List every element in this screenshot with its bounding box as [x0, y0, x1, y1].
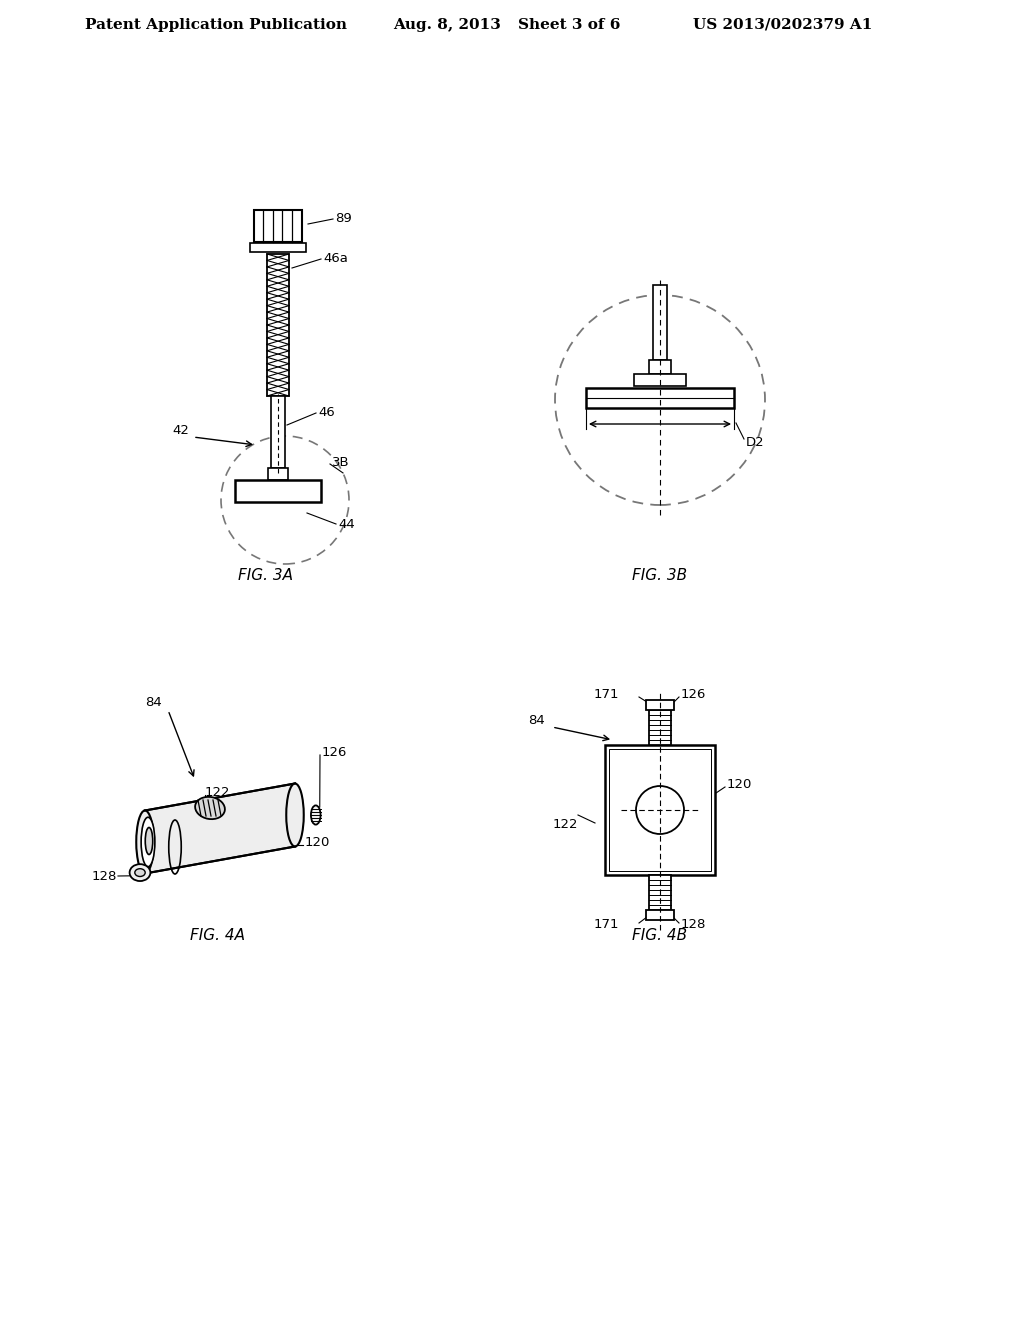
Bar: [254, 210, 302, 242]
Text: 122: 122: [553, 818, 579, 832]
Bar: [234, 480, 321, 502]
Ellipse shape: [145, 828, 153, 854]
Bar: [267, 253, 289, 396]
Text: FIG. 3A: FIG. 3A: [238, 568, 293, 582]
Bar: [250, 243, 306, 252]
Text: 126: 126: [322, 747, 347, 759]
Text: 3B: 3B: [332, 455, 349, 469]
Text: 126: 126: [681, 689, 707, 701]
Bar: [646, 909, 674, 920]
Bar: [271, 396, 285, 469]
Text: FIG. 4A: FIG. 4A: [190, 928, 246, 942]
Text: 128: 128: [92, 870, 118, 883]
Bar: [649, 360, 671, 374]
Bar: [649, 710, 671, 744]
Ellipse shape: [136, 810, 154, 874]
Text: Aug. 8, 2013: Aug. 8, 2013: [393, 18, 501, 32]
Text: Sheet 3 of 6: Sheet 3 of 6: [518, 18, 621, 32]
Text: 46a: 46a: [323, 252, 348, 264]
Bar: [653, 285, 667, 360]
Polygon shape: [145, 784, 295, 874]
Text: 89: 89: [335, 211, 352, 224]
Text: 46: 46: [318, 405, 335, 418]
Ellipse shape: [135, 869, 145, 876]
Text: 84: 84: [528, 714, 545, 726]
Text: 44: 44: [338, 519, 354, 532]
Text: 171: 171: [594, 689, 620, 701]
Text: 128: 128: [681, 919, 707, 932]
Text: 122: 122: [205, 787, 230, 800]
Text: Patent Application Publication: Patent Application Publication: [85, 18, 347, 32]
Ellipse shape: [311, 805, 321, 825]
Bar: [268, 469, 288, 480]
Ellipse shape: [287, 784, 304, 846]
Text: 171: 171: [594, 919, 620, 932]
Text: FIG. 3B: FIG. 3B: [633, 568, 687, 582]
Text: US 2013/0202379 A1: US 2013/0202379 A1: [693, 18, 872, 32]
Ellipse shape: [141, 817, 155, 867]
Ellipse shape: [196, 797, 225, 820]
Text: 120: 120: [305, 837, 331, 850]
Bar: [634, 374, 686, 385]
Text: 42: 42: [172, 424, 188, 437]
Ellipse shape: [130, 865, 151, 880]
Text: FIG. 4B: FIG. 4B: [633, 928, 687, 942]
Bar: [609, 748, 711, 871]
Bar: [605, 744, 715, 875]
Text: D2: D2: [746, 436, 765, 449]
Bar: [586, 388, 734, 408]
Text: 120: 120: [727, 779, 753, 792]
Text: 84: 84: [145, 697, 162, 710]
Bar: [646, 700, 674, 710]
Bar: [649, 875, 671, 909]
